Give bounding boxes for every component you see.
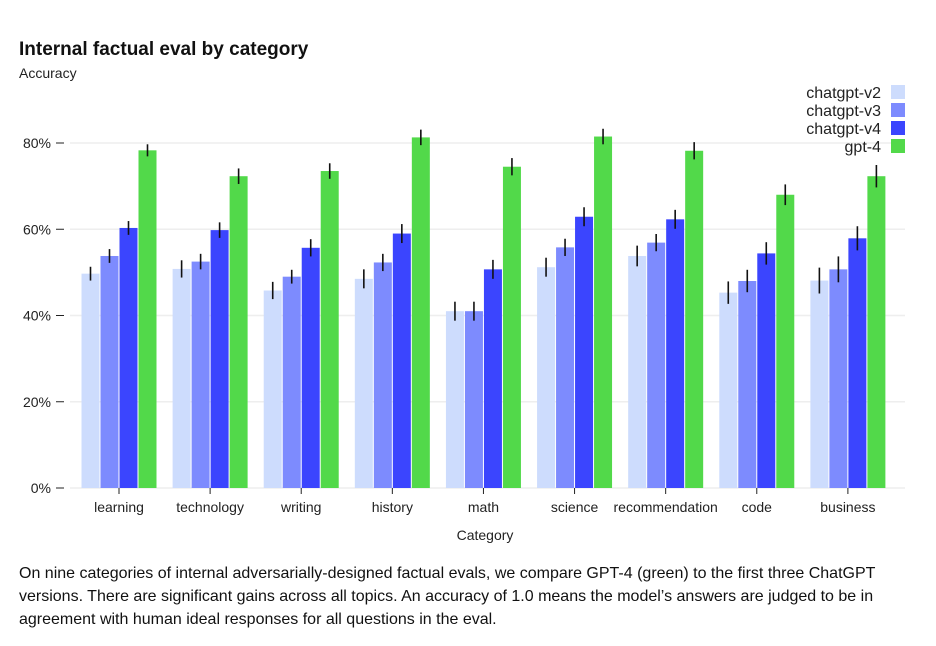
legend-swatch xyxy=(891,121,905,135)
bar-gpt-4-code xyxy=(776,194,795,488)
bar-chatgpt-v4-business xyxy=(848,238,867,488)
bar-gpt-4-business xyxy=(867,176,886,489)
bar-chatgpt-v3-code xyxy=(738,281,757,488)
bar-chatgpt-v2-science xyxy=(537,267,556,488)
bar-chatgpt-v3-learning xyxy=(100,255,119,488)
bar-gpt-4-learning xyxy=(138,150,157,489)
y-tick-label: 40% xyxy=(23,308,51,324)
bar-chatgpt-v4-writing xyxy=(301,247,320,488)
x-tick-label: math xyxy=(468,499,499,515)
bar-chatgpt-v4-learning xyxy=(119,227,138,489)
bar-chatgpt-v4-science xyxy=(575,216,594,488)
x-tick-label: history xyxy=(372,499,413,515)
legend-swatch xyxy=(891,139,905,153)
bar-gpt-4-recommendation xyxy=(685,150,704,488)
legend-swatch xyxy=(891,85,905,99)
bar-chatgpt-v4-history xyxy=(392,233,411,488)
bar-gpt-4-writing xyxy=(320,171,339,488)
legend-label: chatgpt-v3 xyxy=(806,103,881,120)
legend-swatch xyxy=(891,103,905,117)
x-tick-label: science xyxy=(551,499,599,515)
y-tick-label: 20% xyxy=(23,394,51,410)
x-axis-label: Category xyxy=(457,527,514,543)
chart-title: Internal factual eval by category xyxy=(19,39,309,60)
y-tick-label: 0% xyxy=(31,480,51,496)
y-tick-label: 80% xyxy=(23,135,51,151)
bar-chatgpt-v3-business xyxy=(829,269,848,488)
bar-chatgpt-v4-code xyxy=(757,253,776,488)
x-tick-label: business xyxy=(820,499,875,515)
y-axis-label: Accuracy xyxy=(19,65,77,81)
bar-chatgpt-v2-math xyxy=(445,311,464,488)
legend-label: chatgpt-v2 xyxy=(806,85,881,102)
bar-chatgpt-v2-writing xyxy=(263,290,282,488)
bar-chatgpt-v3-technology xyxy=(191,261,210,488)
legend-label: gpt-4 xyxy=(845,139,882,156)
y-tick-label: 60% xyxy=(23,221,51,237)
x-tick-label: writing xyxy=(280,499,321,515)
bar-gpt-4-math xyxy=(502,166,521,488)
bar-chatgpt-v3-writing xyxy=(282,276,301,488)
bar-chart: Internal factual eval by category Accura… xyxy=(19,39,905,543)
bar-gpt-4-history xyxy=(411,137,430,489)
bar-chatgpt-v4-recommendation xyxy=(666,219,685,489)
bar-gpt-4-technology xyxy=(229,176,248,489)
bar-chatgpt-v3-science xyxy=(556,247,575,488)
bar-chatgpt-v2-learning xyxy=(81,273,100,488)
x-tick-label: technology xyxy=(176,499,244,515)
bar-chatgpt-v2-code xyxy=(719,292,738,488)
x-tick-label: learning xyxy=(94,499,144,515)
bar-chatgpt-v2-history xyxy=(354,278,373,488)
bar-chatgpt-v4-technology xyxy=(210,230,229,489)
bar-chatgpt-v3-math xyxy=(464,311,483,488)
x-tick-label: code xyxy=(742,499,773,515)
bar-chatgpt-v2-technology xyxy=(172,268,191,488)
bar-chatgpt-v3-history xyxy=(373,262,392,488)
bar-chatgpt-v4-math xyxy=(483,269,502,488)
bar-gpt-4-science xyxy=(594,136,613,488)
figure-caption: On nine categories of internal adversari… xyxy=(19,565,876,628)
x-tick-label: recommendation xyxy=(614,499,718,515)
bar-chatgpt-v3-recommendation xyxy=(647,242,666,488)
bar-chatgpt-v2-business xyxy=(810,280,829,488)
legend-label: chatgpt-v4 xyxy=(806,121,881,138)
bar-chatgpt-v2-recommendation xyxy=(628,255,647,488)
